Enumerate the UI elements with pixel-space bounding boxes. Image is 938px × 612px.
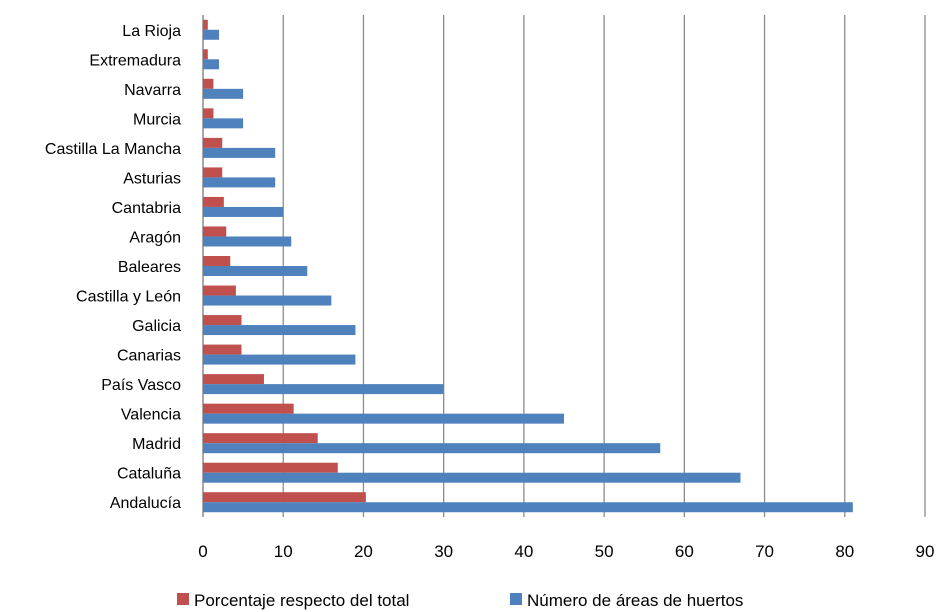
bar-porcentaje (203, 285, 236, 296)
bar-numero-areas (203, 147, 276, 158)
legend-label: Número de áreas de huertos (527, 591, 743, 610)
x-tick-label: 30 (434, 542, 453, 561)
bar-numero-areas (203, 236, 292, 247)
x-tick-label: 50 (595, 542, 614, 561)
category-label: Galicia (132, 318, 181, 335)
category-label: Asturias (123, 170, 181, 187)
category-label: Andalucía (110, 495, 181, 512)
bar-numero-areas (203, 177, 276, 188)
bar-porcentaje (203, 49, 208, 60)
legend-label: Porcentaje respecto del total (194, 591, 409, 610)
bar-numero-areas (203, 413, 564, 424)
bar-porcentaje (203, 256, 231, 266)
bar-porcentaje (203, 167, 223, 178)
bar-numero-areas (203, 384, 444, 395)
bar-porcentaje (203, 19, 208, 30)
x-tick-label: 60 (675, 542, 694, 561)
bar-numero-areas (203, 206, 284, 217)
bar-porcentaje (203, 78, 214, 89)
bar-numero-areas (203, 295, 332, 306)
bar-numero-areas (203, 118, 244, 129)
category-label: Madrid (132, 436, 181, 453)
bar-numero-areas (203, 59, 220, 70)
category-label: La Rioja (122, 23, 181, 40)
bar-porcentaje (203, 196, 224, 207)
bar-porcentaje (203, 315, 242, 326)
x-tick-label: 20 (354, 542, 373, 561)
category-label: País Vasco (101, 377, 181, 394)
bar-numero-areas (203, 443, 661, 454)
category-label: Navarra (124, 82, 181, 99)
bar-numero-areas (203, 266, 308, 276)
bars (203, 19, 853, 513)
bar-porcentaje (203, 403, 294, 414)
category-label: Baleares (118, 259, 181, 276)
x-axis-tick-labels: 0 10 20 30 40 50 60 70 80 90 (198, 542, 934, 561)
bar-porcentaje (203, 137, 223, 148)
legend-item: Porcentaje respecto del total (177, 591, 409, 610)
category-label: Castilla La Mancha (45, 141, 181, 158)
bar-numero-areas (203, 502, 853, 513)
x-tick-label: 0 (198, 542, 207, 561)
bar-porcentaje (203, 374, 264, 385)
bar-numero-areas (203, 354, 356, 365)
legend-swatch (177, 593, 189, 605)
bar-numero-areas (203, 325, 356, 336)
category-label: Murcia (133, 111, 181, 128)
x-tick-label: 90 (916, 542, 935, 561)
legend-item: Número de áreas de huertos (510, 591, 743, 610)
category-label: Canarias (117, 348, 181, 365)
category-label: Valencia (121, 407, 181, 424)
bar-numero-areas (203, 88, 244, 99)
x-tick-label: 80 (835, 542, 854, 561)
bar-porcentaje (203, 226, 227, 237)
category-label: Extremadura (89, 52, 181, 69)
x-tick-label: 70 (755, 542, 774, 561)
bar-porcentaje (203, 462, 338, 473)
bar-porcentaje (203, 108, 214, 119)
category-label: Castilla y León (76, 289, 181, 306)
bar-numero-areas (203, 472, 741, 483)
category-label: Cantabria (112, 200, 181, 217)
bar-porcentaje (203, 492, 366, 503)
x-tick-label: 40 (514, 542, 533, 561)
legend-swatch (510, 593, 522, 605)
category-label: Cataluña (117, 466, 181, 483)
bar-porcentaje (203, 433, 318, 444)
bar-numero-areas (203, 29, 220, 40)
legend: Porcentaje respecto del total Número de á… (177, 591, 743, 610)
category-label: Aragón (129, 229, 181, 246)
bar-porcentaje (203, 344, 242, 355)
category-labels: La Rioja Extremadura Navarra Murcia Castilla… (45, 23, 181, 512)
x-tick-label: 10 (274, 542, 293, 561)
